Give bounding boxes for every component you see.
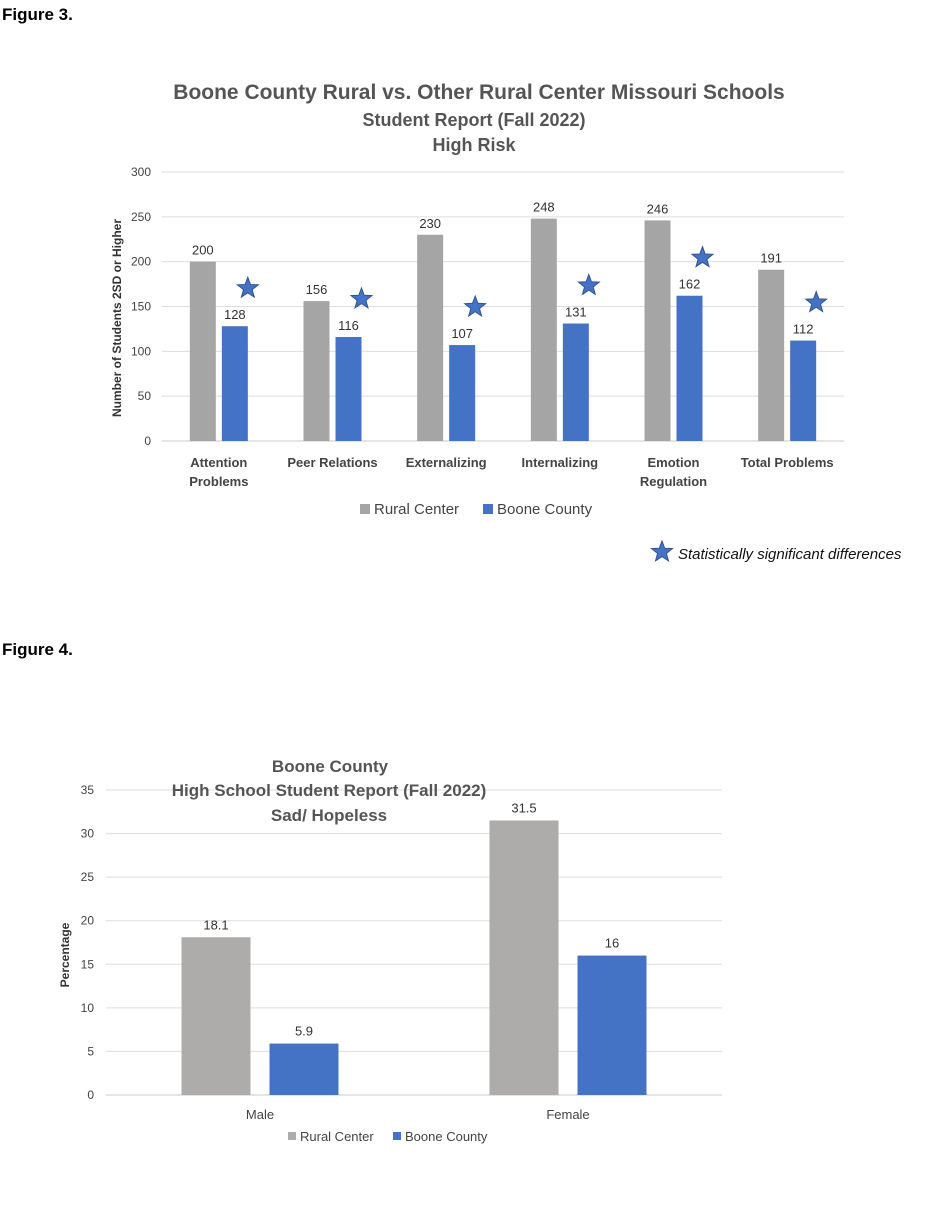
data-label: 16 (605, 936, 619, 951)
data-label: 116 (338, 318, 359, 333)
star-icon (463, 294, 487, 318)
y-tick-label: 150 (131, 300, 151, 314)
y-tick-label: 5 (87, 1044, 94, 1058)
legend-swatch (360, 504, 370, 514)
y-tick-label: 10 (81, 1001, 95, 1015)
y-tick-label: 0 (87, 1088, 94, 1102)
bar-rural-center (189, 261, 216, 441)
bar-rural-center (489, 820, 559, 1095)
bar-rural-center (530, 218, 557, 441)
chart-high-risk: Boone County Rural vs. Other Rural Cente… (110, 81, 902, 563)
data-label: 246 (647, 201, 669, 216)
x-tick-label: Externalizing (406, 455, 487, 470)
star-icon (577, 273, 601, 296)
legend-label: Boone County (405, 1129, 488, 1144)
x-tick-label: Total Problems (741, 455, 834, 470)
bar-rural-center (417, 234, 444, 441)
chart-subtitle: Sad/ Hopeless (271, 806, 387, 825)
significance-note: Statistically significant differences (678, 546, 902, 563)
data-label: 156 (306, 282, 328, 297)
x-tick-label: Male (246, 1107, 274, 1122)
legend-swatch (483, 504, 493, 514)
data-label: 230 (419, 216, 441, 231)
legend-label: Rural Center (300, 1129, 374, 1144)
y-tick-label: 100 (131, 344, 151, 358)
y-tick-label: 15 (81, 957, 95, 971)
data-label: 112 (793, 322, 814, 337)
x-tick-label: Peer Relations (287, 455, 377, 470)
data-label: 248 (533, 200, 555, 215)
x-tick-label: Female (546, 1107, 589, 1122)
bar-boone-county (221, 326, 248, 441)
legend-swatch (288, 1132, 296, 1140)
data-label: 162 (679, 277, 701, 292)
y-tick-label: 50 (138, 389, 152, 403)
chart-title: Boone County (272, 757, 389, 776)
chart-subtitle: Student Report (Fall 2022) (362, 110, 585, 130)
x-tick-label: Problems (189, 474, 248, 489)
chart-subtitle: High Risk (432, 135, 516, 155)
y-tick-label: 250 (131, 210, 151, 224)
y-tick-label: 35 (81, 783, 95, 797)
bar-boone-county (577, 955, 647, 1095)
figure-4-label: Figure 4. (2, 640, 73, 659)
bar-boone-county (790, 340, 817, 441)
data-label: 18.1 (203, 917, 228, 932)
data-label: 200 (192, 243, 214, 258)
figure-3-label: Figure 3. (2, 5, 73, 24)
star-icon (690, 245, 715, 268)
x-tick-label: Attention (190, 455, 247, 470)
x-tick-label: Emotion (648, 455, 700, 470)
star-icon (650, 539, 674, 563)
star-icon (804, 290, 828, 313)
bar-boone-county (335, 336, 362, 441)
y-tick-label: 25 (81, 870, 95, 884)
chart-subtitle: High School Student Report (Fall 2022) (172, 781, 487, 800)
data-label: 31.5 (511, 801, 536, 816)
bar-rural-center (303, 301, 330, 441)
data-label: 5.9 (295, 1024, 313, 1039)
y-tick-label: 200 (131, 255, 151, 269)
data-label: 191 (760, 251, 782, 266)
bar-rural-center (758, 269, 785, 441)
y-tick-label: 30 (81, 827, 95, 841)
legend-swatch (393, 1132, 401, 1140)
x-tick-label: Internalizing (522, 455, 599, 470)
star-icon (236, 275, 260, 299)
data-label: 128 (224, 307, 246, 322)
bar-rural-center (181, 937, 251, 1095)
star-icon (349, 286, 374, 310)
data-label: 107 (451, 326, 473, 341)
bar-boone-county (676, 295, 703, 441)
y-axis-label: Number of Students 2SD or Higher (110, 219, 124, 417)
data-label: 131 (565, 305, 587, 320)
x-tick-label: Regulation (640, 474, 707, 489)
bar-boone-county (449, 345, 476, 441)
y-tick-label: 20 (81, 914, 95, 928)
legend-label: Boone County (497, 501, 593, 518)
y-tick-label: 300 (131, 165, 151, 179)
y-tick-label: 0 (144, 434, 151, 448)
y-axis-label: Percentage (58, 922, 72, 987)
bar-rural-center (644, 220, 671, 441)
chart-title: Boone County Rural vs. Other Rural Cente… (173, 81, 784, 104)
bar-boone-county (562, 323, 589, 441)
bar-boone-county (269, 1043, 339, 1095)
legend-label: Rural Center (374, 501, 459, 518)
